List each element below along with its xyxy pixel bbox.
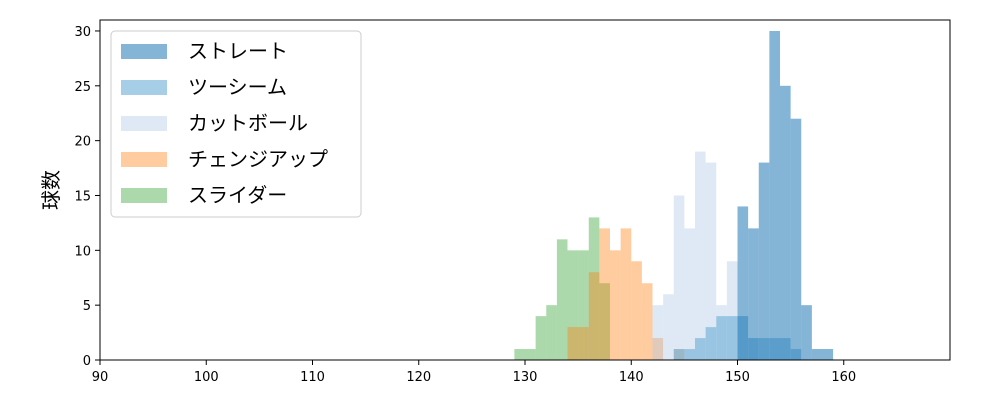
bar-series-0-bin-2 xyxy=(535,316,547,360)
bar-series-1-bin-2 xyxy=(588,272,600,360)
bar-series-3-bin-0 xyxy=(673,349,685,360)
x-axis: 90 100 110 120 130 140 150 160 xyxy=(92,360,856,385)
bar-series-4-bin-5 xyxy=(790,118,802,360)
legend-label: スライダー xyxy=(188,183,287,207)
legend-swatch xyxy=(121,44,167,59)
bar-series-3-bin-2 xyxy=(695,338,706,360)
bar-series-1-bin-1 xyxy=(578,327,589,360)
bar-series-4-bin-3 xyxy=(769,30,780,360)
legend-label: ツーシーム xyxy=(188,75,287,99)
bar-series-4-bin-8 xyxy=(822,349,834,360)
bar-series-4-bin-7 xyxy=(811,349,823,360)
bar-series-0-bin-1 xyxy=(525,349,536,360)
bar-series-1-bin-8 xyxy=(652,338,664,360)
y-axis: 0 5 10 15 20 25 30 xyxy=(74,25,100,369)
bar-series-3-bin-1 xyxy=(684,349,695,360)
legend-swatch xyxy=(121,152,167,167)
bar-series-3-bin-4 xyxy=(716,316,727,360)
legend-swatch xyxy=(121,80,167,95)
bar-series-4-bin-6 xyxy=(801,305,812,360)
bar-series-4-bin-4 xyxy=(780,85,791,360)
bar-series-0-bin-6 xyxy=(578,250,589,360)
x-tick-label: 140 xyxy=(619,370,644,385)
bar-series-0-bin-7 xyxy=(588,217,600,360)
x-tick-label: 150 xyxy=(725,370,750,385)
y-tick-label: 25 xyxy=(74,80,91,95)
y-tick-label: 0 xyxy=(83,354,91,369)
bar-series-2-bin-4 xyxy=(695,151,706,360)
bar-series-1-bin-4 xyxy=(610,250,621,360)
x-tick-label: 160 xyxy=(831,370,856,385)
bar-series-2-bin-2 xyxy=(673,195,685,360)
bar-series-4-bin-2 xyxy=(758,162,770,360)
bar-series-0-bin-4 xyxy=(556,239,568,360)
bar-series-1-bin-0 xyxy=(567,327,579,360)
y-tick-label: 20 xyxy=(74,135,91,150)
x-tick-label: 120 xyxy=(406,370,431,385)
y-axis-label: 球数 xyxy=(39,170,63,210)
y-tick-label: 30 xyxy=(74,25,91,40)
bar-series-0-bin-3 xyxy=(546,305,557,360)
y-tick-label: 10 xyxy=(74,244,91,259)
x-tick-label: 100 xyxy=(194,370,219,385)
x-tick-label: 90 xyxy=(92,370,109,385)
x-tick-label: 130 xyxy=(513,370,538,385)
legend-box xyxy=(110,30,362,218)
y-tick-label: 15 xyxy=(74,189,91,204)
legend-swatch xyxy=(121,116,167,131)
y-tick-label: 5 xyxy=(83,299,91,314)
bar-series-2-bin-5 xyxy=(705,162,717,360)
legend-label: ストレート xyxy=(188,39,288,63)
bar-series-1-bin-3 xyxy=(599,228,610,360)
bar-series-1-bin-6 xyxy=(631,261,642,360)
bar-series-1-bin-7 xyxy=(641,283,653,360)
bar-series-4-bin-1 xyxy=(748,228,759,360)
bars-layer xyxy=(514,30,834,360)
bar-series-2-bin-0 xyxy=(652,305,664,360)
bar-series-1-bin-5 xyxy=(620,228,632,360)
bar-series-4-bin-0 xyxy=(737,206,749,360)
bar-series-0-bin-0 xyxy=(514,349,525,360)
legend-label: カットボール xyxy=(188,111,308,135)
legend-swatch xyxy=(121,188,167,203)
bar-series-0-bin-5 xyxy=(567,250,579,360)
bar-series-0-bin-8 xyxy=(599,283,610,360)
x-tick-label: 110 xyxy=(300,370,325,385)
bar-series-2-bin-3 xyxy=(684,228,695,360)
bar-series-2-bin-1 xyxy=(663,294,674,360)
bar-series-3-bin-5 xyxy=(726,316,738,360)
bar-series-2-bin-7 xyxy=(726,261,738,360)
legend-label: チェンジアップ xyxy=(188,147,328,171)
bar-series-3-bin-3 xyxy=(705,327,717,360)
